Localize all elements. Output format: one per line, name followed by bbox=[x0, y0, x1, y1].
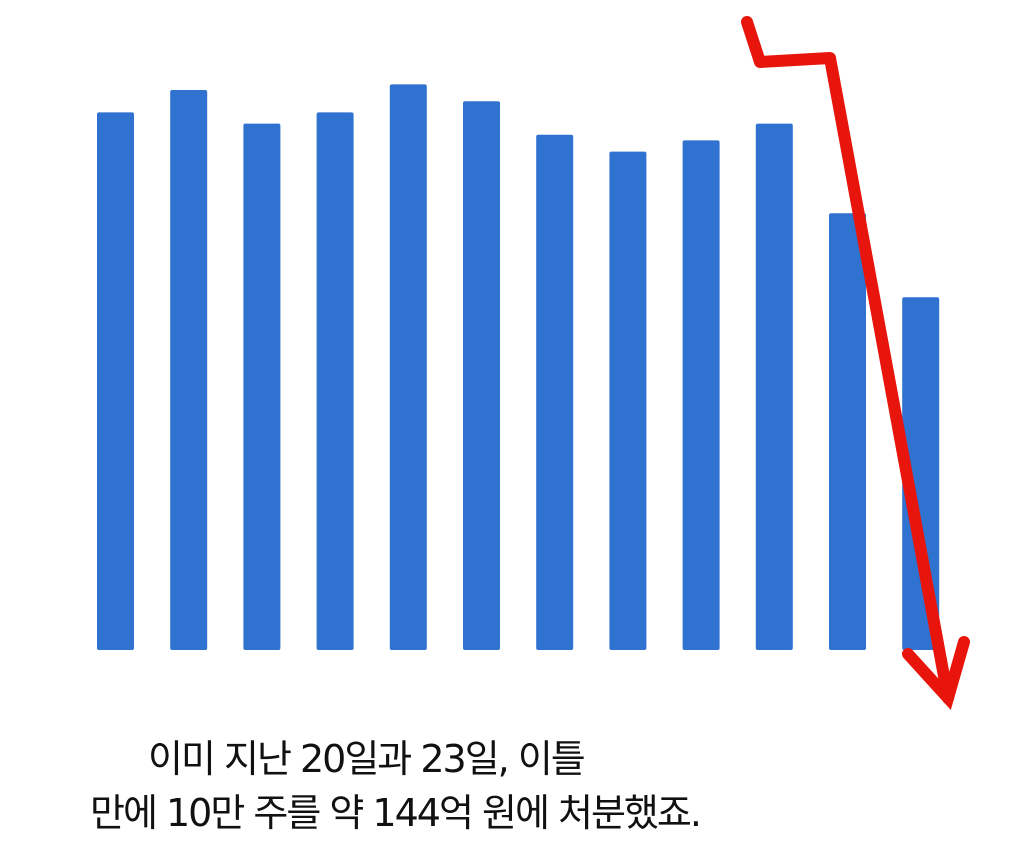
bar-7 bbox=[536, 134, 574, 651]
bar-group bbox=[97, 84, 940, 651]
bar-1 bbox=[97, 112, 134, 650]
bar-3 bbox=[243, 123, 281, 651]
trend-arrow bbox=[741, 16, 970, 711]
bar-12 bbox=[902, 297, 940, 650]
caption-line-2: 만에 10만 주를 약 144억 원에 처분했죠. bbox=[90, 791, 702, 835]
bar-2 bbox=[170, 90, 208, 650]
trend-arrow-shaft bbox=[741, 16, 954, 704]
caption-line-1: 이미 지난 20일과 23일, 이틀 bbox=[148, 737, 586, 781]
bar-8 bbox=[609, 151, 647, 650]
bar-10 bbox=[755, 123, 793, 651]
bar-6 bbox=[463, 101, 500, 650]
trend-arrow-head bbox=[902, 636, 970, 711]
bar-4 bbox=[316, 112, 354, 650]
bar-5 bbox=[389, 84, 427, 650]
bar-11 bbox=[829, 213, 866, 650]
bar-9 bbox=[682, 140, 720, 650]
